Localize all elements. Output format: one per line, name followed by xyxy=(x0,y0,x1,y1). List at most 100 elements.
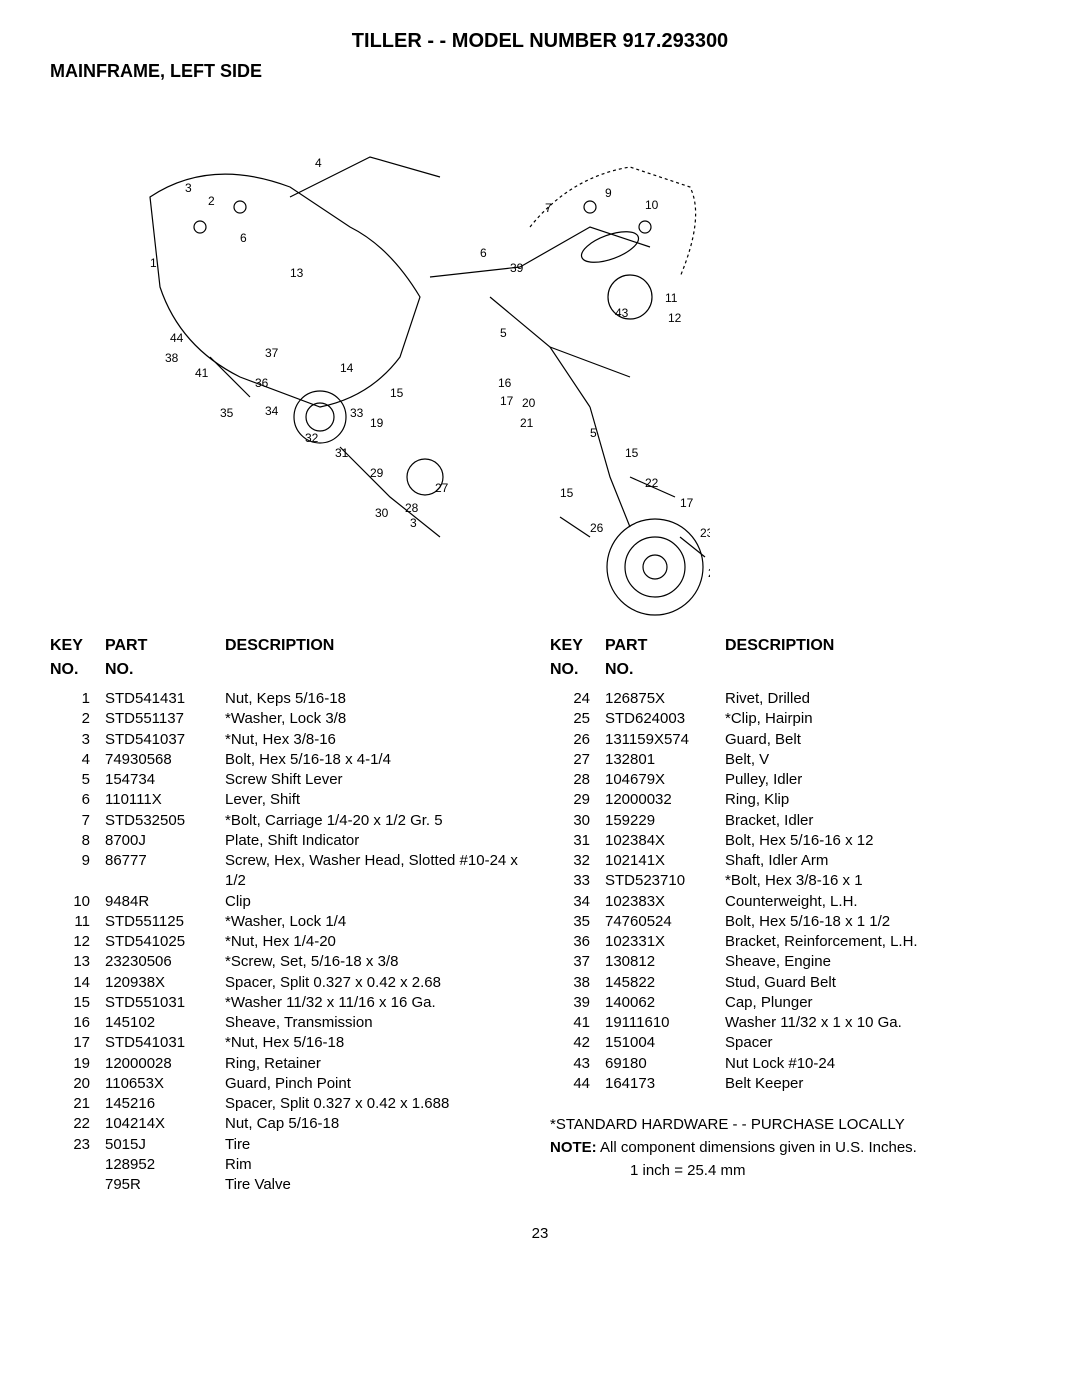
description-cell: Tire xyxy=(225,1135,530,1155)
svg-text:38: 38 xyxy=(165,351,179,365)
diagram-svg: 3 2 1 4 6 6 7 9 10 11 12 13 14 15 16 17 … xyxy=(90,97,710,617)
description-cell: Plate, Shift Indicator xyxy=(225,831,530,851)
key-no-cell: 19 xyxy=(50,1054,105,1074)
description-cell: Nut, Keps 5/16-18 xyxy=(225,689,530,709)
description-cell: Bolt, Hex 5/16-18 x 4-1/4 xyxy=(225,750,530,770)
part-no-cell: STD541025 xyxy=(105,932,225,952)
description-cell: Washer 11/32 x 1 x 10 Ga. xyxy=(725,1013,1030,1033)
description-cell: Nut Lock #10-24 xyxy=(725,1054,1030,1074)
svg-text:43: 43 xyxy=(615,306,629,320)
table-row: 30159229Bracket, Idler xyxy=(550,811,1030,831)
description-cell: Belt, V xyxy=(725,750,1030,770)
part-no-cell: 12000032 xyxy=(605,790,725,810)
svg-text:22: 22 xyxy=(645,476,659,490)
description-cell: Bracket, Reinforcement, L.H. xyxy=(725,932,1030,952)
key-no-cell: 17 xyxy=(50,1033,105,1053)
svg-text:23: 23 xyxy=(700,526,710,540)
key-no-cell: 21 xyxy=(50,1094,105,1114)
part-no-cell: 104214X xyxy=(105,1114,225,1134)
description-cell: Ring, Klip xyxy=(725,790,1030,810)
table-row: 4119111610Washer 11/32 x 1 x 10 Ga. xyxy=(550,1013,1030,1033)
parts-columns: KEY PART DESCRIPTION NO. NO. 1STD541431N… xyxy=(50,637,1030,1195)
part-no-cell: STD523710 xyxy=(605,871,725,891)
part-no-cell: 74930568 xyxy=(105,750,225,770)
part-no-cell: 128952 xyxy=(105,1155,225,1175)
key-no-cell: 6 xyxy=(50,790,105,810)
key-no-cell: 37 xyxy=(550,952,605,972)
table-row: 25STD624003*Clip, Hairpin xyxy=(550,709,1030,729)
table-row: 474930568Bolt, Hex 5/16-18 x 4-1/4 xyxy=(50,750,530,770)
svg-text:13: 13 xyxy=(290,266,304,280)
table-row: 16145102Sheave, Transmission xyxy=(50,1013,530,1033)
table-row: 22104214XNut, Cap 5/16-18 xyxy=(50,1114,530,1134)
description-cell: Bolt, Hex 5/16-18 x 1 1/2 xyxy=(725,912,1030,932)
description-cell: *Bolt, Hex 3/8-16 x 1 xyxy=(725,871,1030,891)
key-no-cell: 10 xyxy=(50,892,105,912)
description-cell: Clip xyxy=(225,892,530,912)
svg-text:34: 34 xyxy=(265,404,279,418)
svg-text:7: 7 xyxy=(545,201,552,215)
description-cell: Belt Keeper xyxy=(725,1074,1030,1094)
table-row: 3574760524Bolt, Hex 5/16-18 x 1 1/2 xyxy=(550,912,1030,932)
description-cell: Screw, Hex, Washer Head, Slotted #10-24 … xyxy=(225,851,530,892)
part-no-cell: 131159X574 xyxy=(605,730,725,750)
key-no-cell: 26 xyxy=(550,730,605,750)
table-row: 4369180Nut Lock #10-24 xyxy=(550,1054,1030,1074)
key-no-cell: 25 xyxy=(550,709,605,729)
key-no-cell: 36 xyxy=(550,932,605,952)
parts-list-left: 1STD541431Nut, Keps 5/16-182STD551137*Wa… xyxy=(50,689,530,1195)
table-row: 38145822Stud, Guard Belt xyxy=(550,973,1030,993)
key-no-cell: 2 xyxy=(50,709,105,729)
description-cell: *Nut, Hex 5/16-18 xyxy=(225,1033,530,1053)
part-no-cell: 102331X xyxy=(605,932,725,952)
subheader-no: NO. xyxy=(50,661,105,679)
key-no-cell: 41 xyxy=(550,1013,605,1033)
svg-text:28: 28 xyxy=(405,501,419,515)
description-cell: Guard, Pinch Point xyxy=(225,1074,530,1094)
description-cell: Spacer xyxy=(725,1033,1030,1053)
description-cell: Cap, Plunger xyxy=(725,993,1030,1013)
key-no-cell: 12 xyxy=(50,932,105,952)
svg-text:33: 33 xyxy=(350,406,364,420)
svg-text:10: 10 xyxy=(645,198,659,212)
table-row: 27132801Belt, V xyxy=(550,750,1030,770)
part-no-cell: 74760524 xyxy=(605,912,725,932)
part-no-cell: STD551137 xyxy=(105,709,225,729)
svg-text:30: 30 xyxy=(375,506,389,520)
svg-text:6: 6 xyxy=(480,246,487,260)
part-no-cell: 102384X xyxy=(605,831,725,851)
description-cell: Tire Valve xyxy=(225,1175,530,1195)
note-text: All component dimensions given in U.S. I… xyxy=(597,1139,917,1156)
svg-text:14: 14 xyxy=(340,361,354,375)
description-cell: Nut, Cap 5/16-18 xyxy=(225,1114,530,1134)
description-cell: Rim xyxy=(225,1155,530,1175)
svg-text:4: 4 xyxy=(315,156,322,170)
key-no-cell: 14 xyxy=(50,973,105,993)
part-no-cell: 164173 xyxy=(605,1074,725,1094)
part-no-cell: 154734 xyxy=(105,770,225,790)
key-no-cell: 16 xyxy=(50,1013,105,1033)
table-subheader: NO. NO. xyxy=(50,661,530,679)
key-no-cell: 13 xyxy=(50,952,105,972)
key-no-cell: 8 xyxy=(50,831,105,851)
part-no-cell: 69180 xyxy=(605,1054,725,1074)
svg-text:9: 9 xyxy=(605,186,612,200)
table-row: 7STD532505*Bolt, Carriage 1/4-20 x 1/2 G… xyxy=(50,811,530,831)
svg-text:39: 39 xyxy=(510,261,524,275)
svg-text:24: 24 xyxy=(708,566,710,580)
table-row: 42151004Spacer xyxy=(550,1033,1030,1053)
part-no-cell: 130812 xyxy=(605,952,725,972)
table-row: 44164173Belt Keeper xyxy=(550,1074,1030,1094)
description-cell: Guard, Belt xyxy=(725,730,1030,750)
table-row: 1STD541431Nut, Keps 5/16-18 xyxy=(50,689,530,709)
key-no-cell: 38 xyxy=(550,973,605,993)
svg-text:16: 16 xyxy=(498,376,512,390)
table-row: 31102384XBolt, Hex 5/16-16 x 12 xyxy=(550,831,1030,851)
subheader-no2: NO. xyxy=(105,661,225,679)
key-no-cell: 4 xyxy=(50,750,105,770)
key-no-cell: 9 xyxy=(50,851,105,892)
table-row: 15STD551031*Washer 11/32 x 11/16 x 16 Ga… xyxy=(50,993,530,1013)
header-part: PART xyxy=(105,637,225,655)
table-row: 1323230506*Screw, Set, 5/16-18 x 3/8 xyxy=(50,952,530,972)
page-number: 23 xyxy=(50,1225,1030,1242)
